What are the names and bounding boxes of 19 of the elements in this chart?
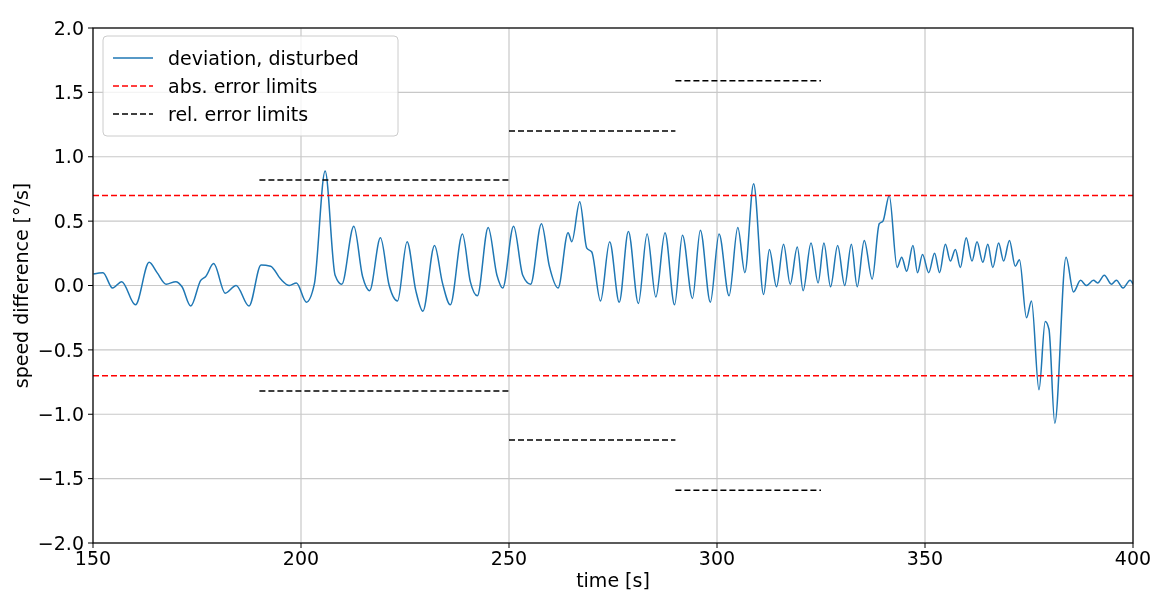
legend-label: deviation, disturbed — [168, 46, 359, 69]
y-tick-label: −0.5 — [37, 338, 84, 361]
y-tick-label: 2.0 — [53, 16, 84, 39]
x-tick-label: 250 — [490, 547, 528, 569]
legend-label: abs. error limits — [168, 74, 318, 97]
x-tick-label: 400 — [1114, 547, 1152, 569]
x-tick-label: 300 — [698, 547, 736, 569]
x-tick-label: 350 — [906, 547, 944, 569]
y-tick-label: 0.5 — [53, 209, 84, 232]
x-tick-label: 200 — [282, 547, 320, 569]
x-axis-title: time [s] — [576, 569, 650, 591]
y-tick-label: −1.5 — [37, 467, 84, 490]
line-series — [93, 170, 1133, 425]
y-tick-label: 1.0 — [53, 145, 84, 168]
y-tick-label: −1.0 — [37, 402, 84, 425]
y-tick-label: 1.5 — [53, 81, 84, 104]
y-axis-title: speed difference [°/s] — [10, 182, 32, 389]
y-tick-label: 0.0 — [53, 274, 84, 297]
legend-label: rel. error limits — [168, 102, 309, 125]
